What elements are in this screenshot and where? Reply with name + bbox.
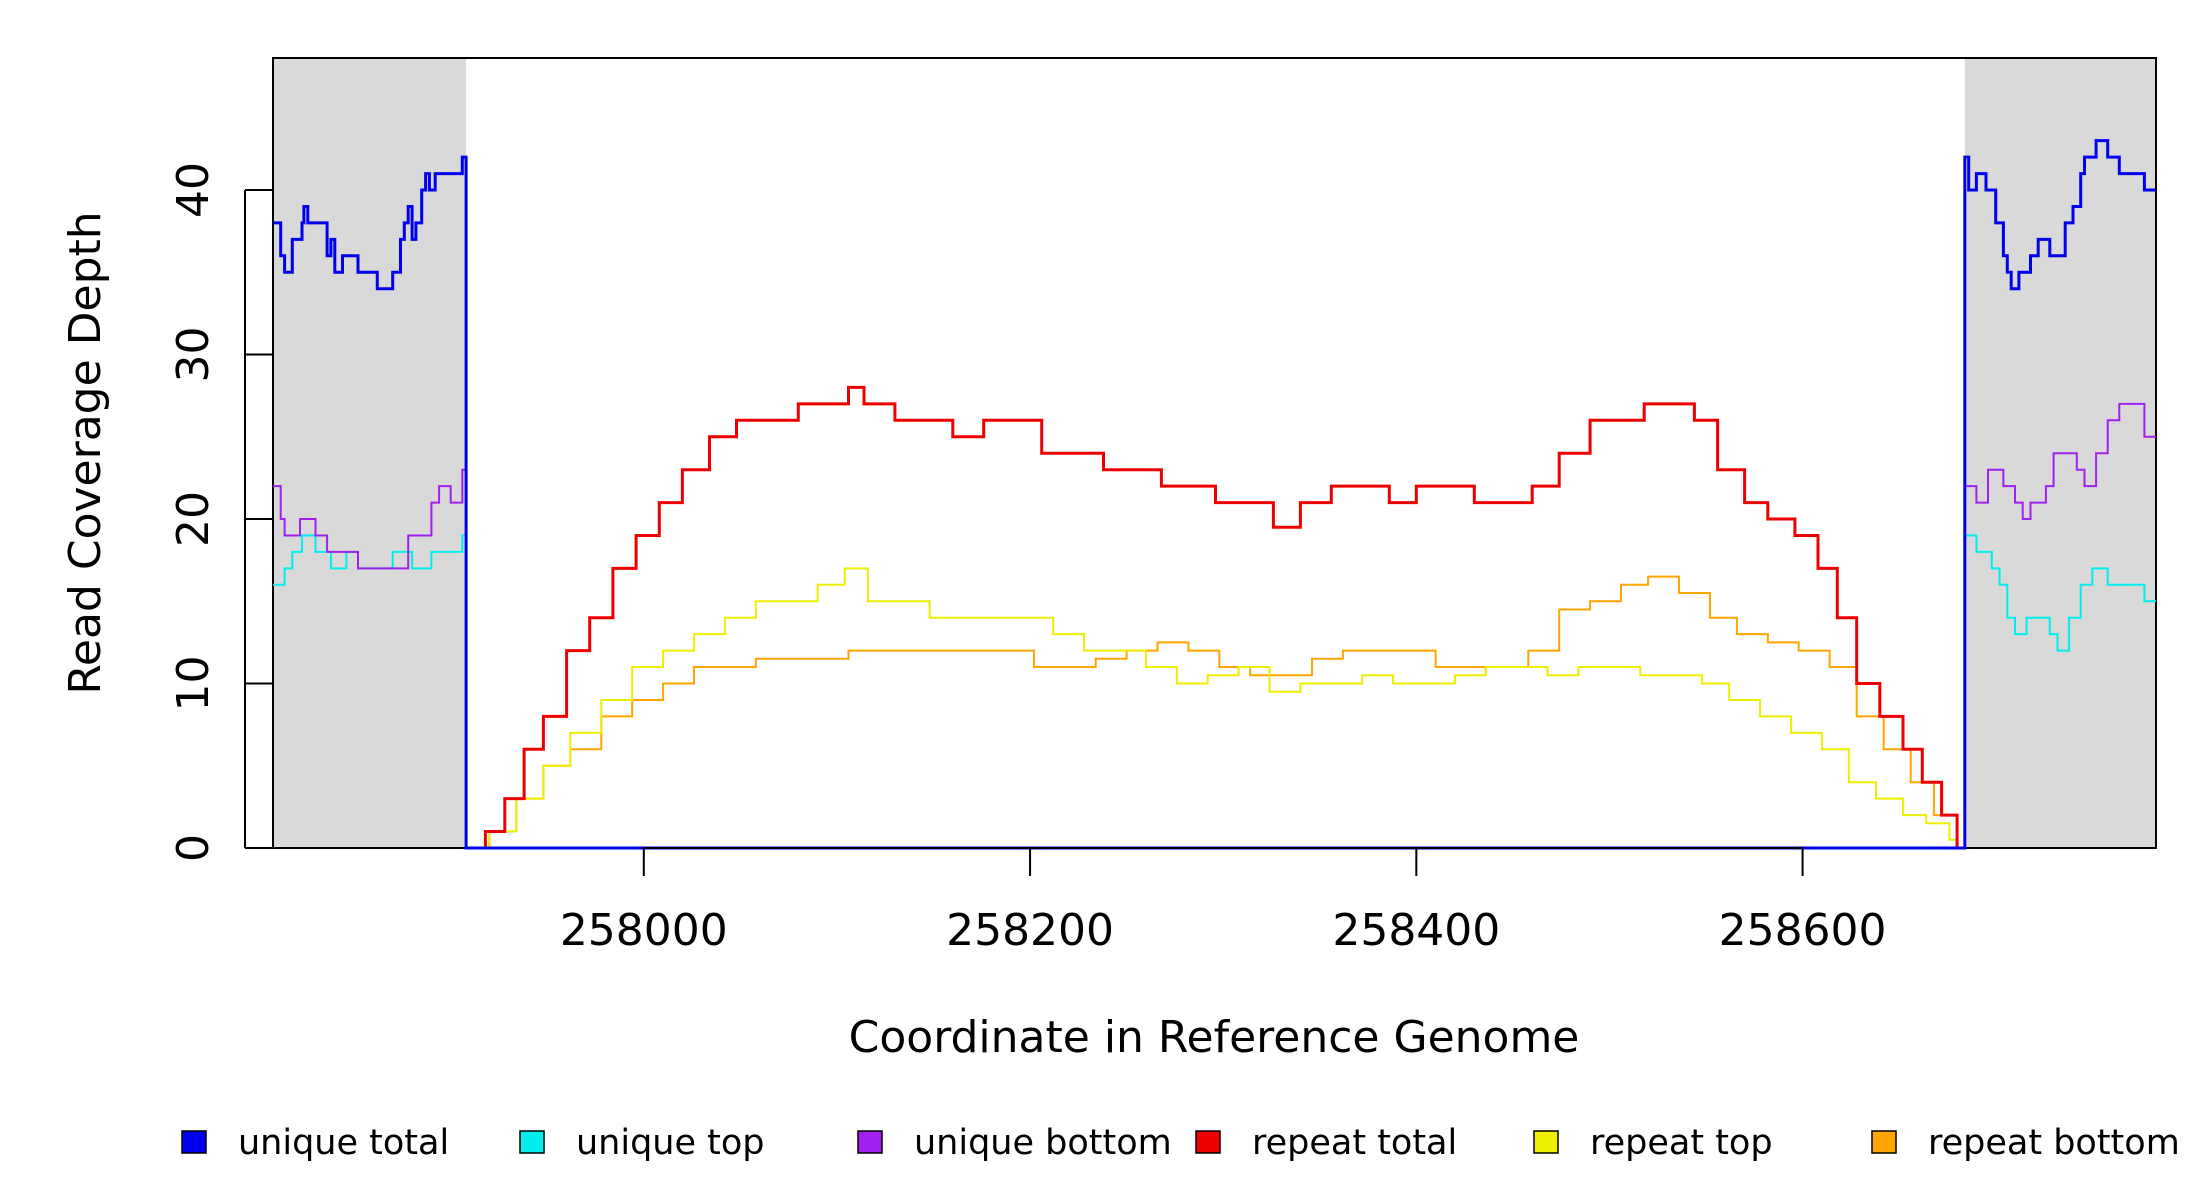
series-lines — [273, 139, 2156, 850]
legend-label: repeat top — [1590, 1123, 1773, 1163]
legend-label: unique total — [238, 1123, 449, 1163]
legend-label: unique bottom — [914, 1123, 1172, 1163]
shaded-region-1 — [273, 58, 467, 848]
legend-label: unique top — [576, 1123, 765, 1163]
y-axis: 0 10 20 30 40 — [168, 162, 273, 862]
shaded-regions — [273, 58, 2156, 848]
x-tick-label-258400: 258400 — [1332, 905, 1500, 956]
legend-swatch — [1871, 1130, 1897, 1154]
legend-label: repeat bottom — [1928, 1123, 2180, 1163]
y-axis-title: Read Coverage Depth — [60, 211, 111, 694]
series-unique-top — [273, 534, 2156, 849]
legend-item-unique-top: unique top — [519, 1123, 765, 1163]
y-tick-label-40: 40 — [168, 162, 219, 218]
legend-swatch — [519, 1130, 545, 1154]
legend-swatch — [1533, 1130, 1559, 1154]
series-unique-bottom — [273, 402, 2156, 849]
y-tick-label-20: 20 — [168, 491, 219, 547]
legend-swatch — [181, 1130, 207, 1154]
y-tick-label-10: 10 — [168, 656, 219, 712]
y-tick-label-0: 0 — [168, 834, 219, 862]
x-tick-label-258000: 258000 — [560, 905, 728, 956]
legend-item-unique-total: unique total — [181, 1123, 449, 1163]
legend-item-unique-bottom: unique bottom — [857, 1123, 1172, 1163]
y-tick-label-30: 30 — [168, 327, 219, 383]
x-axis-title: Coordinate in Reference Genome — [849, 1012, 1580, 1063]
legend-item-repeat-bottom: repeat bottom — [1871, 1123, 2180, 1163]
legend-swatch — [1195, 1130, 1221, 1154]
series-unique-total — [273, 139, 2156, 850]
x-tick-label-258200: 258200 — [946, 905, 1114, 956]
series-repeat-bottom — [466, 575, 1959, 849]
plot-frame — [272, 57, 2157, 849]
legend-swatch — [857, 1130, 883, 1154]
legend-item-repeat-top: repeat top — [1533, 1123, 1773, 1163]
legend: unique total unique top unique bottom repea… — [181, 1123, 2180, 1163]
x-tick-label-258600: 258600 — [1719, 905, 1887, 956]
legend-label: repeat total — [1252, 1123, 1457, 1163]
x-axis: 258000 258200 258400 258600 — [560, 847, 1887, 956]
series-repeat-total — [466, 385, 1959, 850]
legend-item-repeat-total: repeat total — [1195, 1123, 1457, 1163]
series-repeat-top — [466, 567, 1959, 849]
